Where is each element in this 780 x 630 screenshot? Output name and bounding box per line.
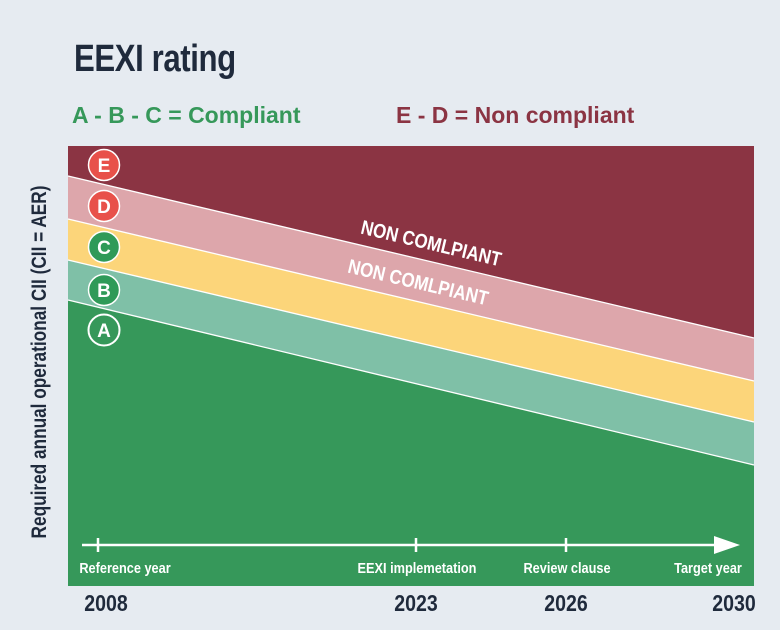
year-2008: 2008 [84, 590, 128, 616]
milestone-eexi-implementation: EEXI implemetation [358, 559, 477, 576]
svg-text:D: D [97, 197, 111, 218]
legend-noncompliant: E - D = Non compliant [396, 102, 635, 128]
year-2023: 2023 [394, 590, 438, 616]
band-a [68, 300, 754, 586]
year-2030: 2030 [712, 590, 756, 616]
badge-b: B [87, 273, 121, 307]
year-2026: 2026 [544, 590, 588, 616]
milestone-target-year: Target year [674, 559, 742, 576]
milestone-review-clause: Review clause [523, 559, 610, 576]
badge-a: A [87, 313, 121, 347]
boundary-e-d [67, 175, 755, 339]
svg-text:A: A [97, 321, 111, 342]
svg-text:E: E [98, 156, 111, 177]
badge-d: D [87, 189, 121, 223]
chart-title: EEXI rating [74, 38, 236, 80]
boundary-c-b [67, 259, 755, 423]
svg-text:B: B [97, 281, 111, 302]
legend-compliant: A - B - C = Compliant [72, 102, 301, 128]
milestone-reference-year: Reference year [79, 559, 171, 576]
badge-e: E [87, 148, 121, 182]
svg-text:C: C [97, 238, 111, 259]
boundary-b-a [67, 299, 755, 466]
badge-c: C [87, 230, 121, 264]
timeline-arrowhead [714, 536, 740, 554]
boundary-d-c [67, 218, 755, 382]
